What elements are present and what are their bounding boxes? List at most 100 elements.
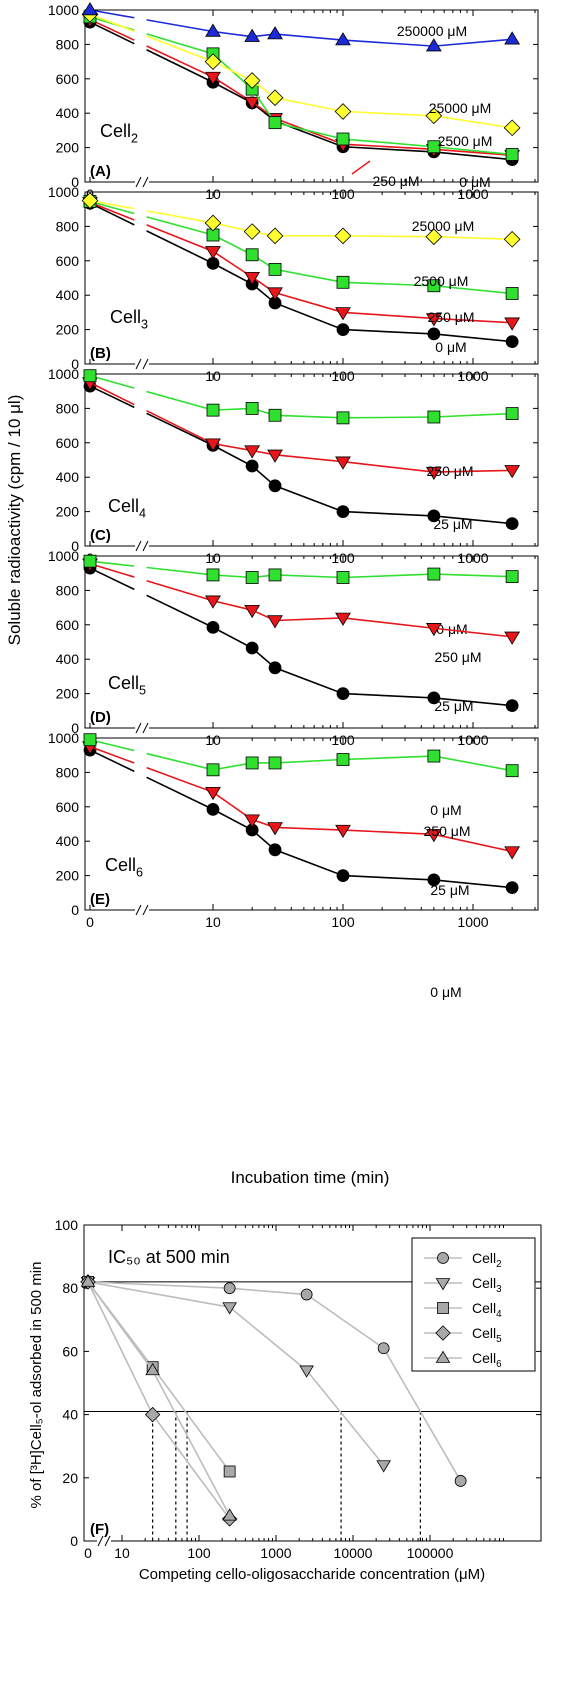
axis-break-gap: [135, 540, 149, 552]
data-point-25000M-point: [334, 103, 352, 120]
series-label: 0 μM: [436, 621, 467, 637]
series-line: [89, 13, 135, 33]
data-point-250M-point: [335, 307, 351, 321]
data-point-25000M-point: [334, 227, 352, 245]
legend-marker-cell3: [435, 1278, 451, 1291]
data-point-250M-point: [83, 733, 97, 747]
data-point-cell5: [144, 1406, 161, 1423]
data-point-25M-point: [425, 829, 442, 843]
cell-label: Cell2: [100, 121, 138, 145]
data-point-25M-point: [335, 456, 351, 470]
y-tick-label: 1000: [48, 548, 79, 564]
y-tick-label: 400: [56, 287, 80, 303]
x-tick-label: 0: [84, 1545, 92, 1561]
data-point-250M-point: [206, 763, 220, 777]
series-label: 250 μM: [373, 173, 420, 189]
series-label: 25 μM: [433, 516, 472, 532]
data-point-0M-point: [336, 505, 350, 519]
data-point-0M-point: [427, 327, 441, 341]
data-point-250M-point: [245, 756, 259, 770]
shared-y-axis-label: Soluble radioactivity (cpm / 10 μl): [5, 395, 24, 646]
data-point-25M-point: [335, 612, 351, 626]
data-point-250M-point: [267, 287, 283, 301]
data-point-25M-point: [244, 814, 261, 828]
series-label: 0 μM: [459, 174, 490, 190]
data-point-25M-point: [205, 438, 221, 452]
data-point-250M-point: [427, 410, 441, 424]
plot-frame: [84, 373, 539, 547]
series-label: 0 μM: [430, 984, 461, 1000]
series-line: [89, 745, 135, 764]
plot-frame: [84, 555, 539, 729]
series-label: 0 μM: [430, 802, 461, 818]
axis-break-mark: [142, 904, 149, 916]
legend-entry-cell5: Cell5: [472, 1325, 502, 1345]
y-tick-label: 800: [56, 764, 80, 780]
legend-entry-cell6: Cell6: [472, 1350, 502, 1370]
panel-label: (E): [90, 891, 110, 908]
series-line: [89, 18, 135, 41]
series-line: [89, 9, 135, 19]
y-tick-label: 0: [70, 1533, 78, 1549]
series-line: [89, 567, 135, 591]
data-point-250M-point: [336, 753, 350, 766]
data-point-250M-point: [427, 749, 441, 763]
data-point-250000M-point: [267, 26, 283, 40]
series-label: 250000 μM: [397, 23, 467, 39]
series-line: [87, 1281, 231, 1520]
panel-label: (C): [90, 527, 111, 544]
data-point-250000M-point: [244, 28, 261, 42]
series-line: [146, 566, 513, 579]
panel-label: (A): [90, 163, 111, 180]
x-tick-label: 10: [205, 914, 221, 930]
data-point-cell3: [299, 1365, 314, 1378]
y-tick-label: 800: [56, 36, 80, 52]
cell-label: Cell4: [108, 496, 146, 520]
axis-break-gap: [97, 1535, 111, 1547]
data-point-25M-point: [267, 822, 283, 836]
data-point-250M-point: [427, 567, 441, 581]
data-point-250M-point: [268, 408, 282, 422]
data-point-0M-point: [427, 691, 441, 705]
axis-break-mark: [135, 904, 142, 916]
data-point-0M-point: [245, 459, 259, 473]
legend-box: [411, 1237, 536, 1372]
series-line: [89, 202, 135, 226]
ic50-annotation: IC₅₀ at 500 min: [108, 1247, 230, 1267]
axis-break-gap: [135, 358, 149, 370]
data-point-2500M-point: [427, 279, 441, 293]
legend: Cell2 Cell3 Cell4 Cell5 Cell6: [411, 1237, 536, 1372]
data-point-250M-point: [505, 407, 519, 420]
data-point-250M-point: [83, 554, 97, 568]
data-point-25000M-point: [266, 227, 284, 245]
plot-frame: [84, 9, 539, 183]
data-point-0M-point: [336, 687, 350, 700]
data-point-cell6: [222, 1508, 237, 1521]
data-point-250M-point: [205, 246, 221, 260]
axis-break-mark: [104, 1535, 111, 1547]
data-point-cell2: [454, 1475, 467, 1487]
x-tick-label: 100: [187, 1545, 211, 1561]
data-point-250M-point: [244, 271, 261, 286]
legend-entry-cell4: Cell4: [472, 1300, 502, 1320]
data-point-cell6: [80, 1274, 96, 1287]
data-point-0M-point: [505, 881, 519, 895]
data-point-cell2: [377, 1342, 390, 1355]
data-point-0M-point: [245, 641, 259, 655]
series-label: 25 μM: [434, 698, 473, 714]
data-point-25000M-point: [204, 214, 222, 232]
series-line: [89, 201, 135, 221]
y-tick-label: 200: [56, 322, 80, 338]
y-tick-label: 800: [56, 582, 80, 598]
legend-marker-cell4: [437, 1302, 449, 1314]
data-point-2500M-point: [268, 262, 282, 276]
series-line: [89, 374, 135, 389]
data-point-250M-point: [336, 411, 350, 425]
data-point-0M-point: [505, 699, 519, 713]
x-tick-label: 100: [331, 914, 355, 930]
series-label: 25000 μM: [429, 100, 492, 116]
data-point-0M-point: [268, 843, 282, 857]
